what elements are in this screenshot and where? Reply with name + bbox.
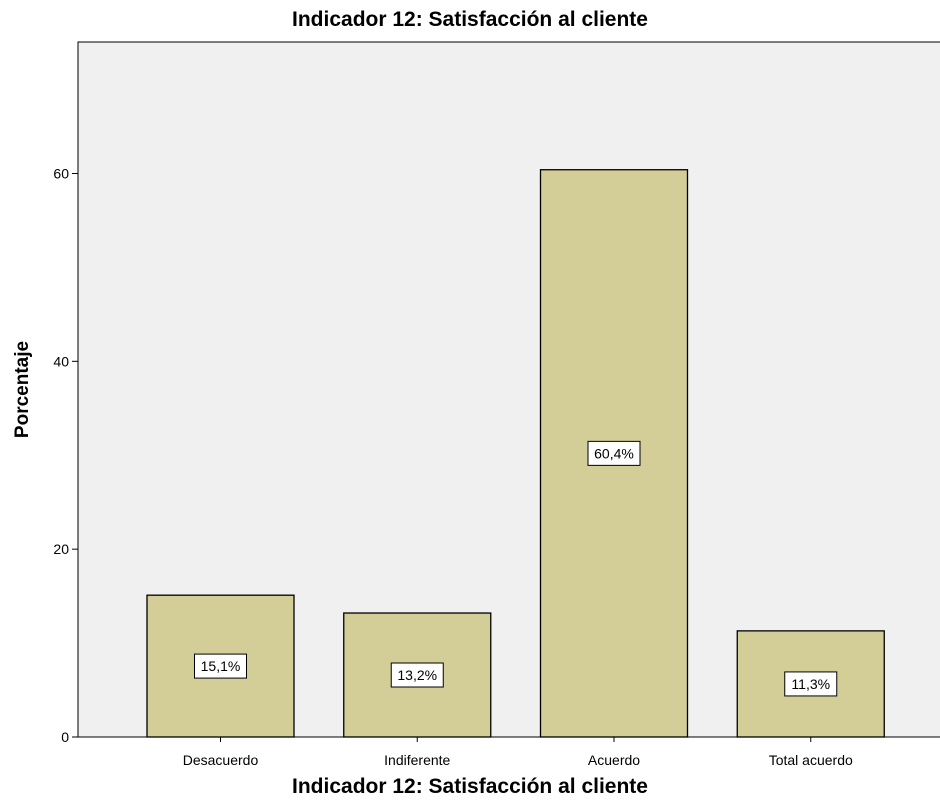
chart-title: Indicador 12: Satisfacción al cliente [292, 8, 648, 31]
data-label: 13,2% [397, 667, 437, 683]
y-tick-label: 60 [53, 165, 69, 181]
data-label-box [390, 662, 444, 688]
data-label: 15,1% [201, 658, 241, 674]
x-tick-label: Indiferente [384, 752, 450, 768]
x-tick-label: Acuerdo [588, 752, 640, 768]
data-label-box [194, 653, 247, 679]
x-tick-label: Total acuerdo [769, 752, 853, 768]
y-tick-label: 0 [61, 729, 69, 745]
x-tick-label: Desacuerdo [183, 752, 259, 768]
data-label: 60,4% [594, 445, 634, 461]
bars: 15,1% 13,2% 60,4% 11,3% [146, 169, 885, 738]
x-axis-title: Indicador 12: Satisfacción al cliente [292, 775, 648, 798]
y-tick-label: 20 [53, 541, 69, 557]
y-axis: 0 20 40 60 [53, 42, 79, 745]
y-tick-label: 40 [53, 353, 69, 369]
data-label: 11,3% [791, 676, 830, 692]
x-axis: Desacuerdo Indiferente Acuerdo Total acuerd… [78, 736, 940, 768]
data-label-box [587, 440, 641, 466]
y-axis-label: Porcentaje [12, 341, 33, 438]
data-label-box [784, 671, 838, 697]
